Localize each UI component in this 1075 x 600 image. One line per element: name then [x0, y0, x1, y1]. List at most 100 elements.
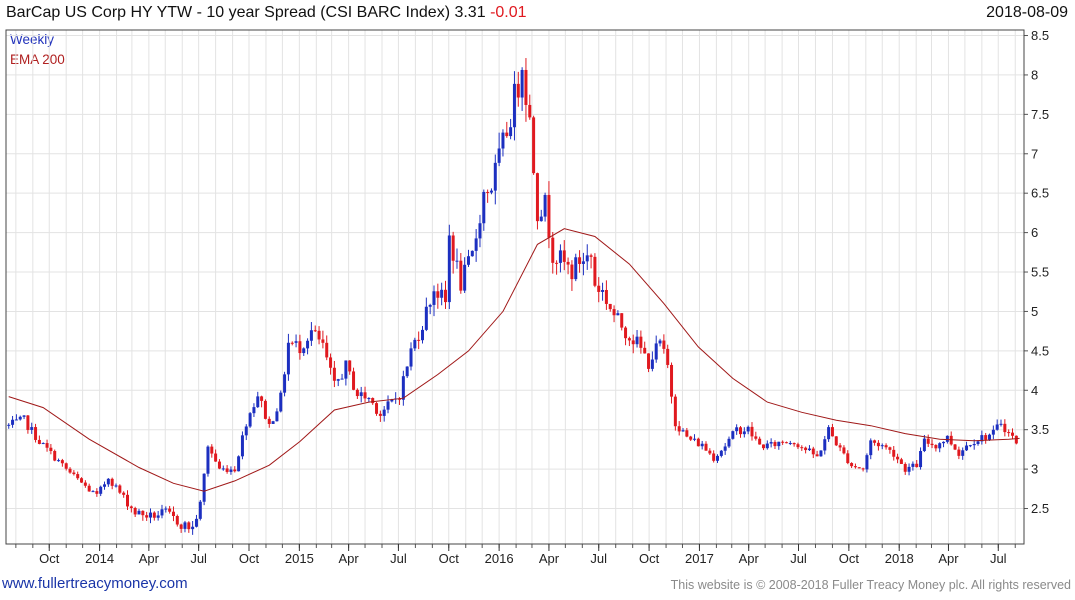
- candle-body: [804, 447, 808, 451]
- candle-body: [938, 443, 942, 449]
- candle-body: [229, 469, 233, 472]
- candle-body: [329, 357, 333, 368]
- candle-body: [145, 515, 149, 518]
- candle-body: [961, 450, 965, 456]
- candle-body: [654, 343, 658, 360]
- candle-body: [639, 336, 643, 348]
- candle-body: [455, 260, 459, 262]
- candle-body: [80, 478, 84, 483]
- candle-body: [574, 257, 578, 280]
- candle-body: [202, 473, 206, 502]
- candle-body: [421, 329, 425, 341]
- candle-body: [344, 360, 348, 379]
- candle-body: [919, 451, 923, 468]
- candle-body: [880, 445, 884, 447]
- candle-body: [612, 309, 616, 316]
- candle-body: [999, 423, 1003, 425]
- candle-body: [378, 413, 382, 416]
- candle-body: [352, 371, 356, 390]
- candle-body: [965, 445, 969, 451]
- candle-body: [769, 442, 773, 444]
- candle-body: [505, 132, 509, 137]
- y-tick-label: 3.5: [1031, 422, 1049, 437]
- x-tick-label: Jul: [390, 551, 407, 566]
- candle-body: [777, 441, 781, 447]
- candle-body: [447, 235, 451, 303]
- candle-body: [463, 264, 467, 291]
- candle-body: [976, 441, 980, 445]
- candle-body: [286, 342, 290, 375]
- candle-body: [903, 463, 907, 472]
- candle-body: [524, 69, 528, 105]
- candle-body: [846, 453, 850, 464]
- candle-body: [551, 237, 555, 263]
- candle-body: [643, 347, 647, 354]
- candle-body: [608, 303, 612, 310]
- candle-body: [194, 518, 198, 527]
- candle-body: [72, 472, 76, 475]
- chart-title: BarCap US Corp HY YTW - 10 year Spread (…: [6, 4, 527, 26]
- candle-body: [294, 341, 298, 343]
- footer-link[interactable]: www.fullertreacymoney.com: [2, 575, 188, 592]
- candle-body: [298, 341, 302, 354]
- candle-body: [57, 460, 61, 462]
- candle-body: [650, 359, 654, 369]
- x-tick-label: 2015: [285, 551, 314, 566]
- candle-body: [486, 191, 490, 193]
- candle-body: [516, 83, 520, 98]
- candle-body: [532, 117, 536, 174]
- candle-body: [321, 339, 325, 343]
- candle-body: [256, 396, 260, 408]
- candle-body: [34, 427, 38, 440]
- candle-body: [160, 509, 164, 516]
- candle-body: [853, 466, 857, 468]
- candle-body: [635, 336, 639, 345]
- candle-body: [424, 306, 428, 330]
- candle-body: [911, 463, 915, 467]
- candle-body: [367, 398, 371, 400]
- x-tick-label: Oct: [39, 551, 60, 566]
- candle-body: [838, 445, 842, 448]
- candle-body: [604, 289, 608, 304]
- candle-body: [187, 522, 191, 530]
- candle-body: [742, 431, 746, 435]
- candle-body: [248, 413, 252, 427]
- candle-body: [896, 456, 900, 460]
- candle-body: [171, 511, 175, 516]
- candle-body: [179, 524, 183, 529]
- x-tick-label: Oct: [239, 551, 260, 566]
- candle-body: [41, 443, 45, 445]
- x-tick-label: Oct: [439, 551, 460, 566]
- candle-body: [700, 443, 704, 447]
- candle-body: [719, 450, 723, 456]
- candle-body: [528, 104, 532, 118]
- candle-body: [493, 162, 497, 191]
- x-tick-label: Jul: [790, 551, 807, 566]
- candle-body: [474, 238, 478, 251]
- candle-body: [405, 366, 409, 377]
- candle-body: [336, 379, 340, 381]
- y-tick-label: 5.5: [1031, 265, 1049, 280]
- change-value: -0.01: [490, 4, 527, 21]
- candle-body: [685, 430, 689, 437]
- candle-body: [984, 435, 988, 440]
- candle-body: [689, 436, 693, 440]
- candle-body: [773, 442, 777, 447]
- candle-body: [175, 515, 179, 525]
- candle-body: [309, 330, 313, 341]
- candle-body: [390, 399, 394, 402]
- candle-body: [627, 338, 631, 341]
- candle-body: [22, 415, 26, 417]
- candle-body: [892, 449, 896, 457]
- candle-body: [708, 450, 712, 454]
- x-tick-label: Apr: [739, 551, 760, 566]
- x-tick-label: Apr: [339, 551, 360, 566]
- candle-body: [800, 447, 804, 449]
- candle-body: [317, 330, 321, 340]
- candle-body: [148, 512, 152, 518]
- candle-body: [99, 486, 103, 494]
- candle-body: [547, 194, 551, 238]
- candle-body: [26, 415, 30, 430]
- candle-body: [597, 285, 601, 292]
- candle-body: [7, 424, 11, 426]
